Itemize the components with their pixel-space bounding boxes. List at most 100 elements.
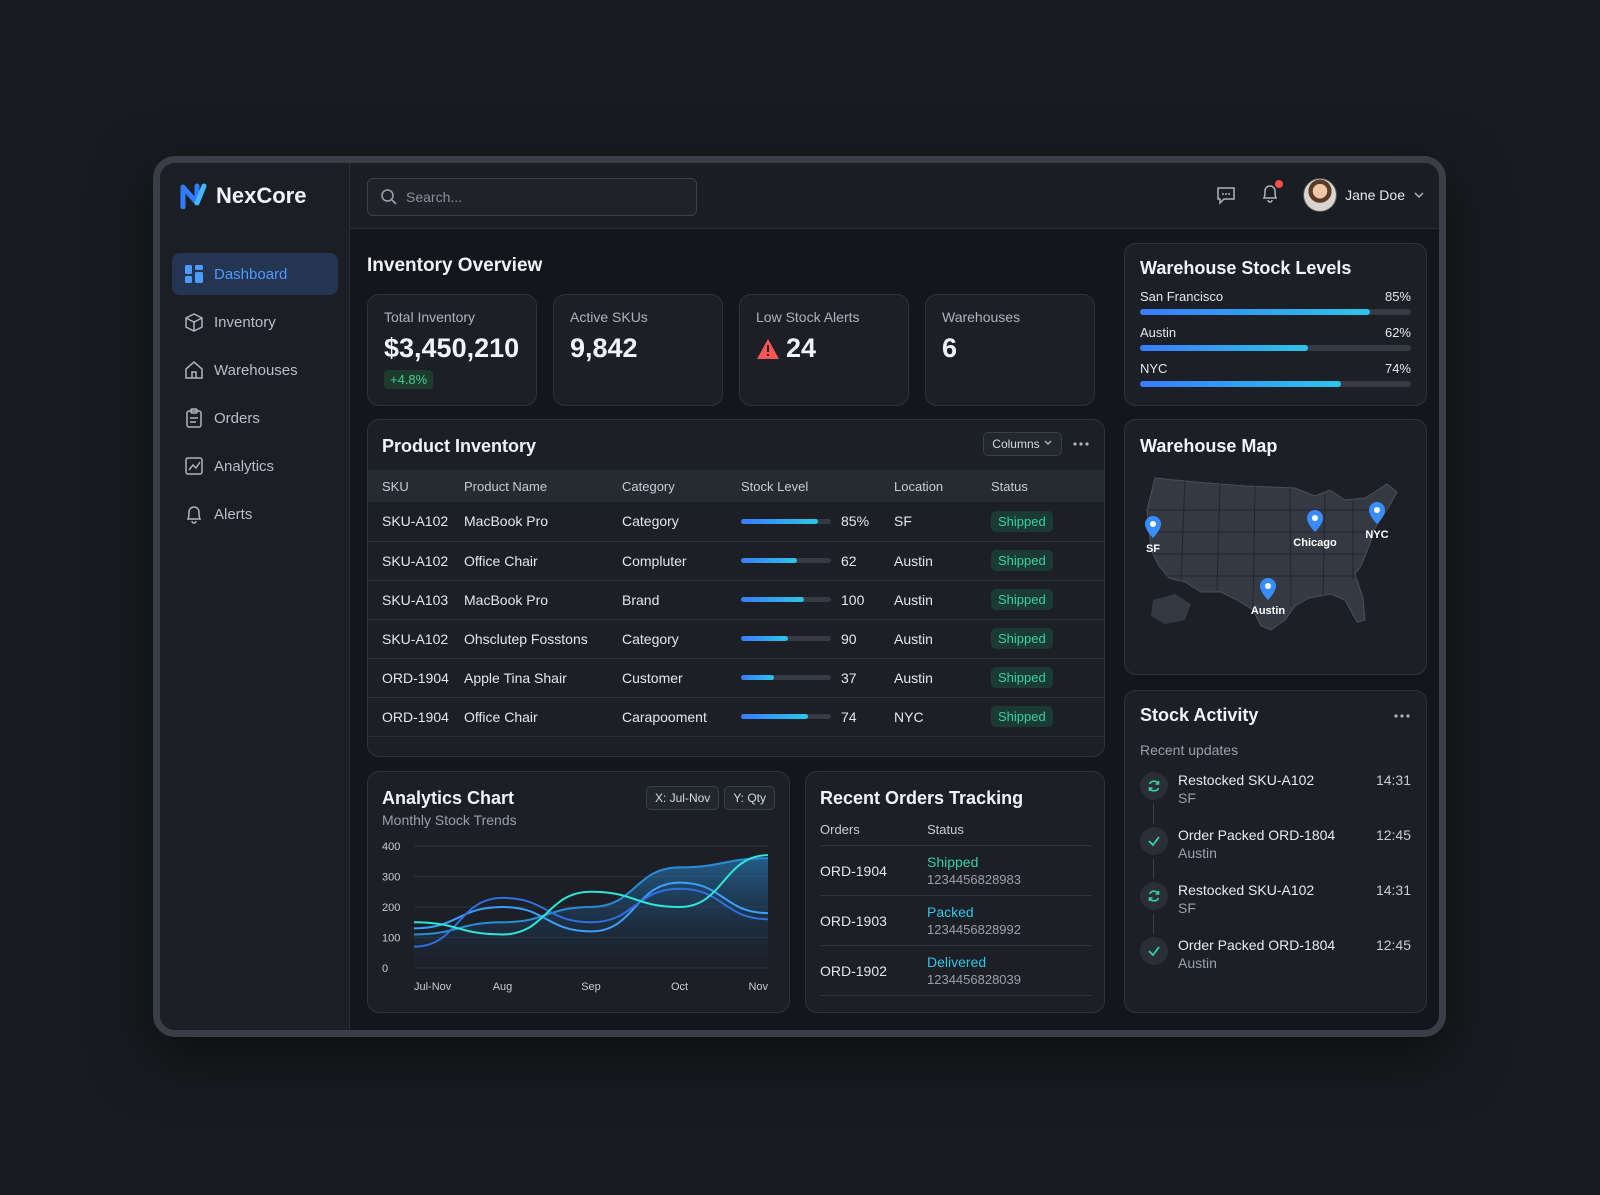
sidebar-item-inventory[interactable]: Inventory [172, 301, 338, 343]
map-pin-nyc[interactable]: NYC [1365, 502, 1389, 541]
activity-icon-wrap [1140, 937, 1168, 965]
status-badge: Shipped [991, 706, 1053, 727]
location-cell: Austin [894, 541, 991, 581]
activity-item[interactable]: Order Packed ORD-1804 Austin 12:45 [1140, 937, 1411, 992]
column-header[interactable]: SKU [382, 478, 409, 494]
columns-button[interactable]: Columns [983, 432, 1062, 456]
activity-location: Austin [1178, 845, 1217, 861]
series-line-1 [413, 857, 769, 936]
warehouse-stock-levels-panel: Warehouse Stock Levels San Francisco 85% A… [1124, 243, 1427, 406]
warehouse-name: NYC [1140, 361, 1168, 376]
order-row[interactable]: ORD-1904 Shipped 1234456828983 [820, 846, 1092, 896]
order-row[interactable]: ORD-1903 Packed 1234456828992 [820, 896, 1092, 946]
sidebar-item-alerts[interactable]: Alerts [172, 493, 338, 535]
activity-icon-wrap [1140, 882, 1168, 910]
refresh-icon [1148, 780, 1160, 792]
more-options-icon[interactable] [1393, 713, 1411, 719]
stock-bar-fill [741, 714, 808, 719]
columns-button-label: Columns [992, 437, 1040, 451]
chart-icon [185, 457, 203, 475]
column-header[interactable]: Location [894, 478, 944, 494]
stock-bar-fill [741, 597, 804, 602]
map-pin-austin[interactable]: Austin [1251, 578, 1286, 617]
sidebar-item-warehouses[interactable]: Warehouses [172, 349, 338, 391]
kpi-value: 6 [942, 333, 958, 363]
location-cell: SF [894, 502, 991, 542]
notification-bell-icon [1262, 184, 1278, 203]
box-icon [185, 313, 203, 332]
location-cell: NYC [894, 697, 991, 737]
x-axis-chip[interactable]: X: Jul-Nov [645, 786, 720, 810]
y-tick-label: 0 [382, 963, 388, 975]
chat-icon[interactable] [1215, 184, 1237, 206]
panel-title: Stock Activity [1140, 705, 1259, 725]
sku-cell: SKU-A102 [368, 619, 464, 659]
series-line-3 [413, 887, 769, 948]
table-row[interactable]: SKU-A102 MacBook Pro Category 85% SF Shipped [368, 502, 1104, 542]
status-badge: Shipped [991, 550, 1053, 571]
category-cell: Customer [622, 658, 741, 698]
sidebar-item-label: Warehouses [214, 361, 298, 379]
y-tick-label: 400 [382, 841, 400, 853]
stock-value: 74 [841, 708, 857, 725]
search-input[interactable] [406, 189, 686, 205]
table-row[interactable]: SKU-A102 Office Chair Compluter 62 Austin Shi… [368, 541, 1104, 581]
table-row[interactable]: ORD-1904 Apple Tina Shair Customer 37 Austin… [368, 658, 1104, 698]
kpi-low-stock-alerts: Low Stock Alerts 24 [739, 294, 909, 406]
top-actions: Jane Doe [1215, 178, 1425, 212]
user-menu[interactable]: Jane Doe [1303, 178, 1425, 212]
stock-level-bar [1140, 345, 1411, 351]
kpi-label: Warehouses [942, 309, 1021, 325]
activity-item[interactable]: Order Packed ORD-1804 Austin 12:45 [1140, 827, 1411, 882]
kpi-value: 9,842 [570, 333, 638, 363]
category-cell: Carapooment [622, 697, 741, 737]
sidebar-item-label: Inventory [214, 313, 276, 331]
us-map: SF Chicago NYC Austin [1145, 477, 1398, 631]
activity-item[interactable]: Restocked SKU-A102 SF 14:31 [1140, 882, 1411, 937]
stock-bar [741, 636, 831, 641]
tracking-number: 1234456828039 [927, 972, 1021, 987]
status-badge: Shipped [991, 589, 1053, 610]
status-badge: Shipped [991, 510, 1053, 532]
table-row[interactable]: SKU-A102 Ohsclutep Fosstons Category 90 Aust… [368, 619, 1104, 659]
status-cell: Shipped [991, 580, 1104, 620]
activity-location: SF [1178, 790, 1196, 806]
table-row[interactable]: SKU-A103 MacBook Pro Brand 100 Austin Shipped [368, 580, 1104, 620]
column-header[interactable]: Stock Level [741, 478, 809, 494]
map-pin-chicago[interactable]: Chicago [1293, 510, 1337, 549]
y-axis-chip[interactable]: Y: Qty [724, 786, 775, 810]
category-cell: Category [622, 619, 741, 659]
sidebar-item-label: Alerts [214, 505, 253, 523]
chevron-down-icon [1044, 440, 1052, 445]
notifications-button[interactable] [1259, 179, 1284, 209]
kpi-value: 24 [786, 333, 817, 363]
map-pin-sf[interactable]: SF [1145, 516, 1161, 555]
x-tick-label: Nov [748, 981, 768, 993]
table-row[interactable]: ORD-1904 Office Chair Carapooment 74 NYC Ship… [368, 697, 1104, 737]
sidebar-item-dashboard[interactable]: Dashboard [172, 253, 338, 295]
series-area [414, 858, 768, 968]
sidebar-nav: Dashboard Inventory Warehouses Orders An… [172, 253, 338, 541]
app-logo[interactable]: NexCore [180, 183, 306, 209]
stock-bar [741, 675, 831, 680]
sidebar-item-analytics[interactable]: Analytics [172, 445, 338, 487]
timeline-line [1153, 914, 1154, 934]
sku-cell: SKU-A103 [368, 580, 464, 620]
orders-header-row: Orders Status [820, 822, 1092, 846]
more-options-icon[interactable] [1072, 441, 1090, 447]
order-status: Delivered [927, 954, 987, 970]
column-header[interactable]: Product Name [464, 478, 548, 494]
activity-title: Order Packed ORD-1804 [1178, 827, 1336, 843]
product-name-cell: MacBook Pro [464, 502, 622, 542]
status-cell: Shipped [991, 697, 1104, 737]
sidebar-item-orders[interactable]: Orders [172, 397, 338, 439]
page-title: Inventory Overview [367, 255, 543, 276]
stock-bar-fill [741, 518, 818, 524]
order-row[interactable]: ORD-1902 Delivered 1234456828039 [820, 946, 1092, 996]
activity-item[interactable]: Restocked SKU-A102 SF 14:31 [1140, 772, 1411, 827]
column-header[interactable]: Status [991, 478, 1028, 494]
series-line-4 [413, 854, 769, 936]
column-header[interactable]: Category [622, 478, 675, 494]
order-id: ORD-1903 [820, 912, 887, 929]
state-borders [1147, 479, 1387, 611]
